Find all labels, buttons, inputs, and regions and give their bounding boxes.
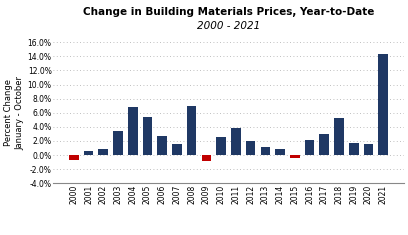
Text: Change in Building Materials Prices, Year-to-Date: Change in Building Materials Prices, Yea… [83, 7, 374, 17]
Bar [378, 54, 388, 155]
Y-axis label: Percent Change
January - October: Percent Change January - October [4, 76, 25, 150]
Bar [202, 155, 211, 161]
Bar [290, 155, 299, 158]
Bar [231, 128, 241, 155]
Bar [84, 151, 93, 155]
Bar [143, 117, 152, 155]
Bar [187, 106, 196, 155]
Bar [334, 118, 344, 155]
Bar [319, 134, 329, 155]
Bar [246, 141, 255, 155]
Bar [275, 149, 285, 155]
Bar [128, 107, 137, 155]
Bar [261, 147, 270, 155]
Bar [349, 143, 359, 155]
Bar [216, 137, 226, 155]
Bar [305, 140, 314, 155]
Bar [98, 149, 108, 155]
Text: 2000 - 2021: 2000 - 2021 [197, 21, 260, 31]
Bar [69, 155, 79, 160]
Bar [364, 144, 373, 155]
Bar [113, 131, 123, 155]
Bar [157, 136, 167, 155]
Bar [172, 144, 182, 155]
